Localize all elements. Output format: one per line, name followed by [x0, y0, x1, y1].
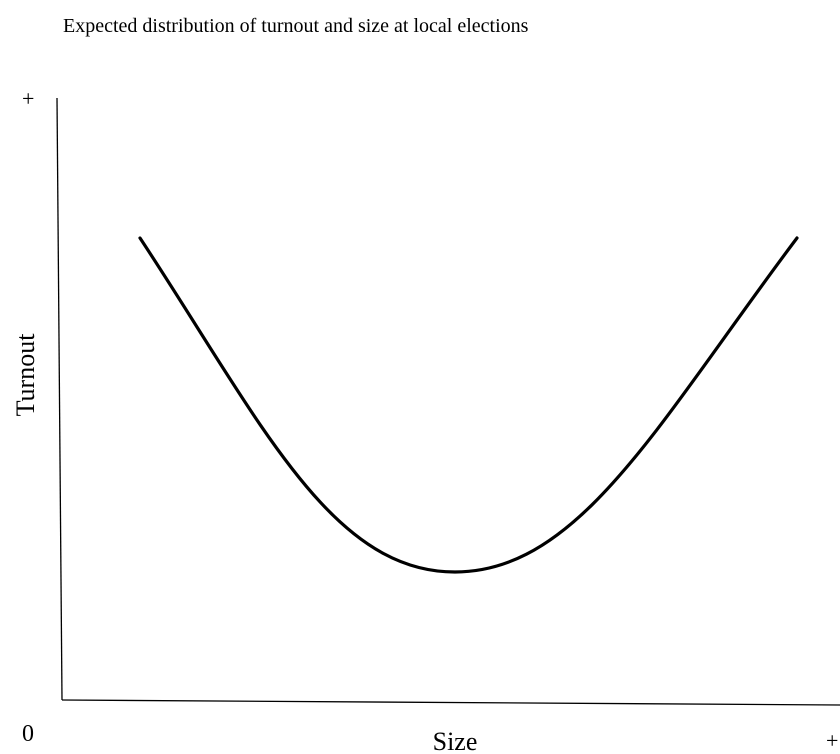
x-max-label: + [826, 728, 838, 753]
origin-label: 0 [22, 721, 34, 747]
y-max-label: + [22, 86, 34, 111]
x-axis [61, 699, 840, 706]
y-axis-label: Turnout [11, 333, 40, 417]
y-axis [56, 97, 63, 701]
u-curve [138, 236, 799, 574]
title: Expected distribution of turnout and siz… [63, 15, 529, 37]
x-axis-label: Size [433, 727, 478, 754]
